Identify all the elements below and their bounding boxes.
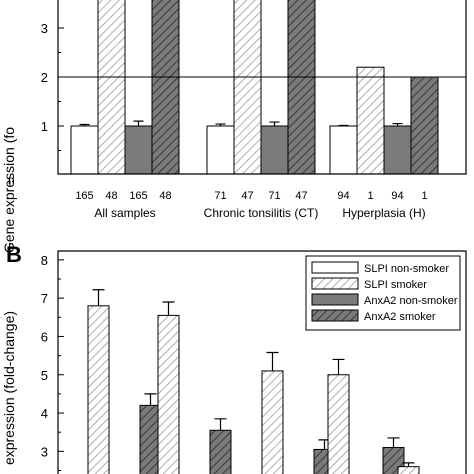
panel-b-y-tick-label: 8 — [41, 253, 48, 268]
panel-a-n-value: 94 — [337, 190, 349, 202]
panel-a-y-tick-label: 3 — [41, 21, 48, 36]
panel-b-legend-label: SLPI smoker — [364, 279, 427, 291]
panel-a-group-label: All samples — [94, 206, 155, 220]
panel-a-error-bar — [79, 123, 90, 126]
panel-b-bars — [87, 289, 420, 474]
panel-b-legend: SLPI non-smoker SLPI smoker AnxA2 non-smok… — [305, 255, 461, 331]
panel-b-legend-swatch — [311, 293, 359, 306]
panel-b-bar — [397, 466, 420, 474]
panel-a-n-value: 71 — [214, 190, 226, 202]
panel-a-y-ticks: 1 2 3 — [41, 21, 64, 151]
panel-a-error-bar — [392, 122, 403, 126]
panel-b-y-axis-label: expression (fold-change) — [1, 311, 17, 465]
panel-a-bar — [287, 0, 316, 175]
panel-a-y-tick-label: 2 — [41, 70, 48, 85]
panel-b-y-tick-label: 4 — [41, 406, 48, 421]
panel-b-bar — [261, 370, 284, 474]
panel-b-legend-swatch — [311, 309, 359, 322]
panel-a-group-label: Chronic tonsilitis (CT) — [204, 206, 319, 220]
panel-b-bar — [209, 429, 232, 474]
panel-b-error-bar — [92, 289, 105, 306]
panel-a-n-value: 94 — [391, 190, 403, 202]
panel-a-bars — [70, 0, 439, 175]
panel-a-sample-counts: 165 48 165 48 71 47 71 47 94 1 94 1 — [75, 190, 427, 202]
panel-a-y-tick-label: 1 — [41, 119, 48, 134]
panel-a-n-value: 1 — [421, 190, 427, 202]
panel-b-legend-label: AnxA2 smoker — [364, 311, 436, 323]
panel-a-y-axis-label: Gene expression (fo — [1, 127, 17, 253]
panel-a-bar — [124, 125, 153, 175]
panel-b-bar — [87, 305, 110, 474]
panel-b-y-tick-label: 7 — [41, 291, 48, 306]
panel-a-bar — [206, 125, 235, 175]
panel-b-bar — [157, 314, 180, 474]
panel-a-n-value: 165 — [129, 190, 147, 202]
panel-b-y-tick-label: 5 — [41, 368, 48, 383]
panel-a-n-value: 48 — [159, 190, 171, 202]
panel-a-axes — [57, 0, 467, 175]
panel-b-error-bar — [402, 462, 415, 467]
panel-a-error-bar — [269, 121, 280, 126]
panel-a-bar — [260, 125, 289, 175]
panel-b-error-bar — [266, 351, 279, 371]
panel-b-y-tick-label: 3 — [41, 444, 48, 459]
panel-a-n-value: 48 — [105, 190, 117, 202]
panel-b-error-bar — [332, 358, 345, 375]
panel-b-label: B — [6, 242, 22, 267]
panel-a-bar — [97, 0, 126, 175]
panel-b: B 3 4 5 6 7 8 expression (fold-change) SLPI n… — [1, 242, 467, 474]
panel-a-error-bar — [133, 120, 144, 126]
panel-a-n-value: 47 — [295, 190, 307, 202]
panel-b-legend-swatch — [311, 277, 359, 290]
panel-b-y-ticks: 3 4 5 6 7 8 — [41, 253, 64, 471]
panel-a-n-value: 165 — [75, 190, 93, 202]
panel-b-error-bar — [214, 418, 227, 431]
panel-a-bar — [356, 66, 385, 175]
panel-b-y-tick-label: 6 — [41, 329, 48, 344]
panel-b-bar — [327, 374, 350, 474]
panel-a: 1 2 3 Gene expression (fo n 165 48 165 48 71 47… — [1, 0, 467, 253]
panel-a-n-value: 47 — [241, 190, 253, 202]
panel-b-legend-swatch — [311, 261, 359, 274]
panel-b-axes — [57, 250, 467, 474]
panel-a-n-value: 1 — [367, 190, 373, 202]
panel-a-n-label: n — [8, 173, 15, 187]
panel-a-bar — [70, 125, 99, 175]
panel-b-error-bar — [162, 301, 175, 316]
panel-a-group-label: Hyperplasia (H) — [342, 206, 425, 220]
panel-a-bar — [151, 0, 180, 175]
panel-b-error-bar — [144, 393, 157, 406]
panel-b-legend-label: AnxA2 non-smoker — [364, 295, 458, 307]
panel-a-group-labels: All samples Chronic tonsilitis (CT) Hyperp… — [94, 206, 425, 220]
panel-b-error-bar — [387, 437, 400, 448]
panel-a-n-value: 71 — [268, 190, 280, 202]
panel-a-bar — [383, 125, 412, 175]
panel-a-bar — [233, 0, 262, 175]
panel-a-bar — [410, 76, 439, 175]
panel-a-error-bar — [215, 123, 226, 126]
panel-a-bar — [329, 125, 358, 175]
panel-b-legend-label: SLPI non-smoker — [364, 263, 449, 275]
